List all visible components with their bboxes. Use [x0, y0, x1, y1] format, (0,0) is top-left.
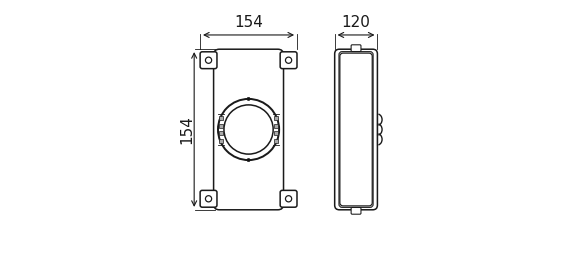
Circle shape: [285, 57, 292, 63]
FancyBboxPatch shape: [351, 45, 361, 52]
FancyBboxPatch shape: [280, 52, 297, 69]
Bar: [274, 124, 278, 128]
Bar: [219, 139, 223, 143]
FancyBboxPatch shape: [335, 49, 378, 210]
Circle shape: [247, 97, 250, 100]
Bar: [219, 131, 223, 135]
FancyBboxPatch shape: [351, 207, 361, 214]
Bar: [274, 139, 278, 143]
FancyBboxPatch shape: [213, 49, 284, 210]
FancyBboxPatch shape: [200, 190, 217, 207]
Circle shape: [247, 159, 250, 162]
Text: 154: 154: [179, 115, 194, 144]
Text: 120: 120: [342, 15, 371, 30]
Text: 154: 154: [234, 15, 263, 30]
Circle shape: [205, 57, 212, 63]
Bar: [219, 124, 223, 128]
FancyBboxPatch shape: [200, 52, 217, 69]
Circle shape: [218, 99, 279, 160]
FancyBboxPatch shape: [280, 190, 297, 207]
Bar: [274, 131, 278, 135]
Circle shape: [205, 196, 212, 202]
Bar: [274, 116, 278, 120]
Circle shape: [285, 196, 292, 202]
Circle shape: [224, 105, 273, 154]
Bar: [219, 116, 223, 120]
